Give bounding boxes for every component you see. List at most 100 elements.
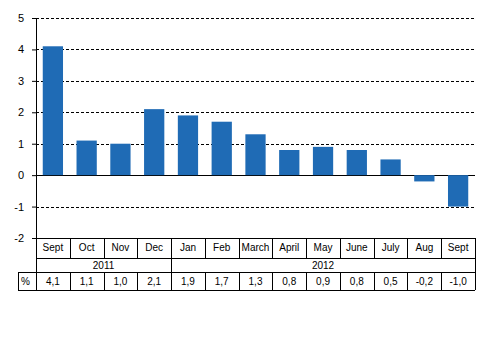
y-tick-mark (32, 207, 36, 208)
bar (448, 175, 468, 206)
grid-line (36, 18, 475, 19)
y-tick: 4 (18, 43, 36, 55)
y-tick: 3 (18, 75, 36, 87)
y-tick-mark (32, 144, 36, 145)
y-tick-label: 1 (18, 138, 24, 150)
grid-line (36, 49, 475, 50)
y-tick-label: -1 (14, 201, 24, 213)
data-label: -0,2 (416, 276, 434, 287)
table-line (475, 238, 476, 258)
y-tick: -2 (14, 232, 36, 244)
table-line (18, 272, 19, 290)
x-tick: Feb (213, 238, 231, 253)
data-label: 0,9 (316, 276, 330, 287)
bar (313, 147, 333, 175)
y-axis: -2 -1 0 1 2 3 4 5 (14, 12, 36, 244)
table-line (18, 290, 475, 291)
table-line (36, 238, 37, 258)
bar (110, 144, 130, 175)
chart: -2 -1 0 1 2 3 4 5 Sept Oct Nov Dec Jan Feb March April M… (0, 0, 493, 348)
x-tick-label: May (314, 242, 333, 253)
y-tick-label: -2 (14, 232, 24, 244)
x-tick: Sept (448, 238, 469, 253)
table-line (104, 272, 105, 290)
data-label: 1,7 (215, 276, 229, 287)
table-line (374, 272, 375, 290)
x-tick-label: Sept (43, 242, 64, 253)
bar (178, 115, 198, 175)
table-line (171, 238, 172, 258)
x-tick-label: April (279, 242, 299, 253)
x-tick-label: Aug (415, 242, 433, 253)
y-tick: 2 (18, 106, 36, 118)
grid-line (36, 207, 475, 208)
table-line (306, 238, 307, 258)
data-label: 2,1 (147, 276, 161, 287)
table-line (340, 272, 341, 290)
y-axis-line (36, 19, 37, 239)
grid-line (36, 238, 475, 239)
x-tick-label: Jan (180, 242, 196, 253)
data-label: 0,5 (384, 276, 398, 287)
table-line (306, 272, 307, 290)
table-line (36, 258, 475, 259)
table-line (137, 272, 138, 290)
x-tick-label: Oct (79, 242, 95, 253)
table-line (36, 272, 37, 290)
data-label: 4,1 (46, 276, 60, 287)
grid-line (36, 112, 475, 113)
x-tick-label: March (242, 242, 270, 253)
table-line (70, 272, 71, 290)
y-tick-label: 3 (18, 75, 24, 87)
bar (380, 159, 400, 175)
table-header: % (21, 276, 30, 287)
table-line (272, 238, 273, 258)
x-tick-label: Feb (213, 242, 231, 253)
table-line (475, 272, 476, 290)
table-line (340, 238, 341, 258)
bar (212, 122, 232, 175)
y-tick-mark (32, 81, 36, 82)
x-tick: Jan (180, 238, 196, 253)
x-tick-label: June (346, 242, 368, 253)
year-label: 2012 (312, 260, 335, 271)
table-line (171, 272, 172, 290)
bars (43, 46, 468, 206)
x-tick-label: Nov (112, 242, 130, 253)
x-tick-label: July (382, 242, 400, 253)
x-tick: June (346, 238, 368, 253)
data-label: 1,9 (181, 276, 195, 287)
y-tick-label: 2 (18, 106, 24, 118)
y-tick: 1 (18, 138, 36, 150)
bar (77, 141, 97, 176)
x-tick-label: Sept (448, 242, 469, 253)
data-label: 0,8 (350, 276, 364, 287)
table-line (407, 272, 408, 290)
y-tick-label: 4 (18, 43, 24, 55)
bar (144, 109, 164, 175)
y-tick: 0 (18, 169, 36, 181)
data-label: 1,3 (249, 276, 263, 287)
grid (36, 19, 475, 239)
y-tick: 5 (18, 12, 36, 24)
x-axis-line (37, 238, 476, 239)
data-label: 1,1 (80, 276, 94, 287)
x-tick: March (242, 238, 270, 253)
table-line (239, 272, 240, 290)
x-tick: Nov (112, 238, 130, 253)
table-line (272, 272, 273, 290)
x-tick: April (279, 238, 299, 253)
table-line (18, 272, 475, 273)
y-tick-mark (32, 238, 36, 239)
table-line (171, 258, 172, 272)
x-tick: Sept (43, 238, 64, 253)
x-tick: Aug (415, 238, 433, 253)
x-tick: July (382, 238, 400, 253)
x-tick-label: Dec (145, 242, 163, 253)
y-tick-mark (32, 49, 36, 50)
table-line (239, 238, 240, 258)
table-line (70, 238, 71, 258)
bar (245, 134, 265, 175)
table-line (205, 238, 206, 258)
data-label: 0,8 (282, 276, 296, 287)
